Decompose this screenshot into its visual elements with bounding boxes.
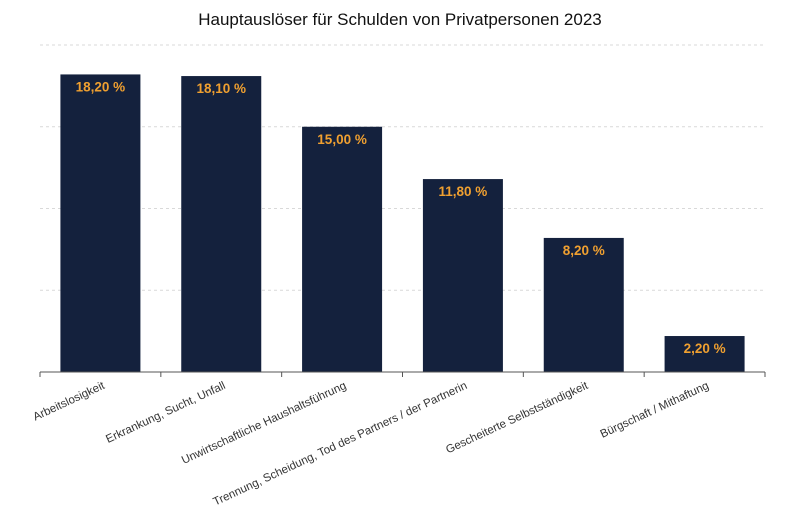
bar (302, 126, 383, 372)
data-label: 18,10 % (196, 81, 246, 96)
x-tick-label: Erkrankung, Sucht, Unfall (104, 380, 227, 446)
bar (181, 76, 262, 372)
bars (60, 74, 745, 373)
data-label: 8,20 % (563, 243, 605, 258)
bar (422, 179, 503, 372)
bar (664, 336, 745, 372)
bar (543, 237, 624, 372)
x-tick-label: Trennung, Scheidung, Tod des Partners / … (211, 380, 469, 509)
data-label: 15,00 % (317, 132, 367, 147)
bar (60, 74, 141, 373)
data-label: 2,20 % (684, 341, 726, 356)
data-label: 18,20 % (76, 79, 126, 94)
x-tick-label: Bürgschaft / Mithaftung (599, 380, 711, 441)
chart-title: Hauptauslöser für Schulden von Privatper… (198, 10, 602, 29)
data-labels: 18,20 % 18,10 % 15,00 % 11,80 % 8,20 % 2,20 % (76, 79, 726, 356)
data-label: 11,80 % (439, 184, 488, 199)
x-tick-label: Arbeitslosigkeit (32, 380, 108, 424)
gridlines (40, 44, 765, 291)
